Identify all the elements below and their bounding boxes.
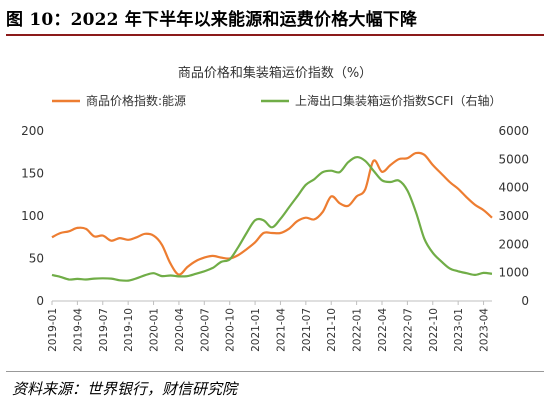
x-tick-label: 2019-07 [98, 308, 110, 352]
x-tick-label: 2021-07 [301, 308, 313, 352]
legend-label: 商品价格指数:能源 [86, 93, 186, 108]
right-y-tick-label: 5000 [498, 152, 529, 166]
x-tick-label: 2023-01 [453, 308, 465, 352]
right-y-tick-label: 0 [521, 294, 529, 308]
x-tick-label: 2020-07 [199, 308, 211, 352]
x-tick-label: 2020-01 [149, 308, 161, 352]
left-y-tick-label: 150 [21, 167, 44, 181]
right-y-tick-label: 6000 [498, 124, 529, 138]
x-tick-label: 2021-10 [326, 308, 338, 352]
chart-title: 商品价格和集装箱运价指数（%） [178, 65, 372, 81]
chart-axes: 0501001502000100020003000400050006000201… [21, 124, 529, 352]
title-rule [6, 34, 544, 36]
chart-series [51, 151, 493, 282]
left-y-tick-label: 100 [21, 209, 44, 223]
right-y-tick-label: 2000 [498, 237, 529, 251]
x-tick-label: 2022-01 [352, 308, 364, 352]
left-y-tick-label: 50 [29, 252, 44, 266]
right-y-tick-label: 4000 [498, 181, 529, 195]
x-tick-label: 2022-04 [377, 308, 389, 352]
energy-price-index-line [51, 151, 493, 276]
x-tick-label: 2021-01 [250, 308, 262, 352]
x-tick-label: 2021-04 [275, 308, 287, 352]
figure-title: 图 10：2022 年下半年以来能源和运费价格大幅下降 [6, 10, 418, 30]
chart-legend: 商品价格指数:能源 上海出口集装箱运价指数SCFI（右轴） [52, 93, 501, 108]
x-tick-label: 2022-10 [428, 308, 440, 352]
scfi-index-line [51, 155, 493, 282]
x-tick-label: 2020-10 [225, 308, 237, 352]
x-tick-label: 2020-04 [174, 308, 186, 352]
x-tick-label: 2019-04 [72, 308, 84, 352]
left-y-tick-label: 200 [21, 124, 44, 138]
x-tick-label: 2022-07 [402, 308, 414, 352]
x-tick-label: 2019-10 [123, 308, 135, 352]
legend-label: 上海出口集装箱运价指数SCFI（右轴） [295, 93, 501, 108]
left-y-tick-label: 0 [36, 294, 44, 308]
x-tick-label: 2023-04 [479, 308, 491, 352]
source-note: 资料来源：世界银行，财信研究院 [12, 380, 238, 398]
x-tick-label: 2019-01 [47, 308, 59, 352]
source-rule [6, 371, 544, 372]
right-y-tick-label: 1000 [498, 266, 529, 280]
right-y-tick-label: 3000 [498, 209, 529, 223]
